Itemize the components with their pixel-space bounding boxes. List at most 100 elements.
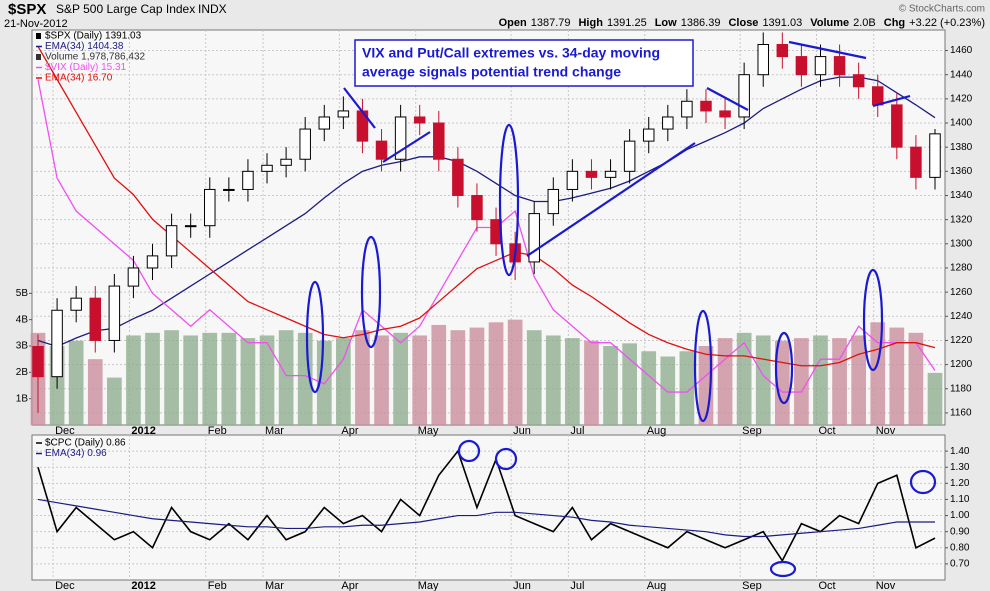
highlight-ellipse bbox=[498, 123, 520, 277]
x-tick-label: 2012 bbox=[131, 425, 155, 437]
candle-body bbox=[280, 158, 292, 166]
volume-bar bbox=[526, 330, 542, 425]
highlight-ellipse bbox=[862, 268, 884, 372]
highlight-ellipse bbox=[457, 439, 481, 463]
candle-body bbox=[547, 188, 560, 215]
candle-body bbox=[681, 100, 693, 118]
candle-body bbox=[89, 297, 102, 341]
volume-bar bbox=[221, 332, 237, 425]
x-tick-label: Sep bbox=[742, 580, 762, 591]
volume-tick-label: 2B bbox=[16, 367, 29, 378]
x-tick-label: Jun bbox=[513, 580, 531, 591]
quote-value: 1391.03 bbox=[762, 17, 802, 29]
volume-bar bbox=[68, 340, 84, 425]
volume-bar bbox=[297, 332, 313, 425]
y-tick-label: 1460 bbox=[950, 45, 973, 56]
y-tick-label: 1400 bbox=[950, 118, 973, 129]
legend-label: $CPC (Daily) 0.86 bbox=[45, 438, 126, 449]
candle-body bbox=[871, 86, 884, 106]
quote-line: Open 1387.79 High 1391.25 Low 1386.39 Close 139… bbox=[499, 17, 985, 29]
y-tick-label: 1240 bbox=[950, 311, 973, 322]
volume-bar bbox=[603, 346, 618, 425]
candle-body bbox=[204, 188, 216, 227]
legend-label: $VIX (Daily) 15.31 bbox=[45, 62, 127, 73]
candle-body bbox=[32, 345, 44, 378]
candle-body bbox=[413, 116, 426, 124]
candle-body bbox=[662, 116, 674, 130]
candle-body bbox=[318, 116, 331, 130]
volume-bar bbox=[106, 377, 122, 425]
volume-bar bbox=[889, 327, 905, 425]
volume-tick-label: 5B bbox=[16, 288, 29, 299]
y-tick-label: 1.20 bbox=[950, 478, 970, 489]
y-tick-label: 1280 bbox=[950, 263, 973, 274]
drawn-annotations bbox=[305, 40, 937, 578]
legend-label: EMA(34) 0.96 bbox=[45, 448, 107, 459]
x-tick-label: Oct bbox=[818, 580, 835, 591]
candle-body bbox=[814, 56, 827, 76]
legend-label: $SPX (Daily) 1391.03 bbox=[45, 31, 142, 42]
candle-body bbox=[242, 170, 254, 190]
candle-body bbox=[471, 194, 483, 221]
quote-label: Low bbox=[655, 17, 677, 29]
volume-bar bbox=[679, 351, 695, 425]
y-tick-label: 1440 bbox=[950, 69, 973, 80]
volume-bar bbox=[145, 332, 160, 425]
quote-label: High bbox=[578, 17, 603, 29]
y-tick-label: 1.30 bbox=[950, 462, 970, 473]
quote-label: Close bbox=[728, 17, 758, 29]
x-tick-label: 2012 bbox=[131, 580, 155, 591]
highlight-ellipse bbox=[494, 447, 518, 471]
volume-bar bbox=[469, 327, 485, 425]
candle-body bbox=[604, 170, 617, 178]
volume-bar bbox=[927, 372, 943, 425]
highlight-ellipse bbox=[305, 280, 325, 394]
volume-bar bbox=[794, 338, 809, 425]
candle-body bbox=[719, 110, 731, 118]
candle-body bbox=[757, 43, 769, 76]
highlight-ellipse bbox=[769, 560, 797, 578]
candle-body bbox=[146, 255, 159, 269]
volume-bar bbox=[374, 335, 389, 425]
annotation-text: VIX and Put/Call extremes vs. 34-day mov… bbox=[362, 45, 660, 61]
quote-value: 1391.25 bbox=[607, 17, 647, 29]
y-tick-label: 1420 bbox=[950, 93, 973, 104]
y-tick-label: 1.00 bbox=[950, 510, 970, 521]
trend-line bbox=[343, 87, 376, 129]
y-tick-label: 1.40 bbox=[950, 446, 970, 457]
legend-swatch bbox=[36, 54, 41, 60]
series-line bbox=[37, 76, 936, 348]
y-tick-label: 1340 bbox=[950, 190, 973, 201]
highlight-ellipse bbox=[360, 235, 382, 349]
x-tick-label: Jul bbox=[570, 425, 584, 437]
y-tick-label: 1260 bbox=[950, 287, 973, 298]
source: © StockCharts.com bbox=[899, 4, 985, 15]
quote-label: Open bbox=[499, 17, 527, 29]
x-tick-label: Sep bbox=[742, 425, 762, 437]
y-tick-label: 1160 bbox=[950, 408, 972, 419]
quote-value: +3.22 (+0.23%) bbox=[909, 17, 985, 29]
annotation-box bbox=[354, 39, 694, 87]
volume-bar bbox=[851, 335, 867, 425]
candle-body bbox=[165, 225, 178, 257]
candle-body bbox=[433, 122, 445, 160]
highlight-ellipse bbox=[774, 331, 794, 405]
series-line bbox=[37, 498, 935, 538]
candle-body bbox=[375, 140, 388, 160]
exchange: INDX bbox=[198, 2, 227, 16]
volume-tick-label: 4B bbox=[16, 314, 29, 325]
volume-bar bbox=[565, 338, 580, 425]
legend-label: Volume 1,978,786,432 bbox=[45, 52, 146, 63]
volume-bar bbox=[813, 335, 828, 425]
series-line bbox=[37, 449, 936, 563]
candle-body bbox=[891, 104, 903, 148]
y-tick-label: 1320 bbox=[950, 214, 973, 225]
x-tick-label: Feb bbox=[208, 425, 227, 437]
date: 21-Nov-2012 bbox=[4, 18, 68, 30]
quote-value: 1387.79 bbox=[531, 17, 571, 29]
x-tick-label: Dec bbox=[55, 580, 75, 591]
x-tick-label: Apr bbox=[341, 425, 358, 437]
y-tick-label: 1300 bbox=[950, 238, 973, 249]
security-name: S&P 500 Large Cap Index bbox=[56, 2, 195, 16]
